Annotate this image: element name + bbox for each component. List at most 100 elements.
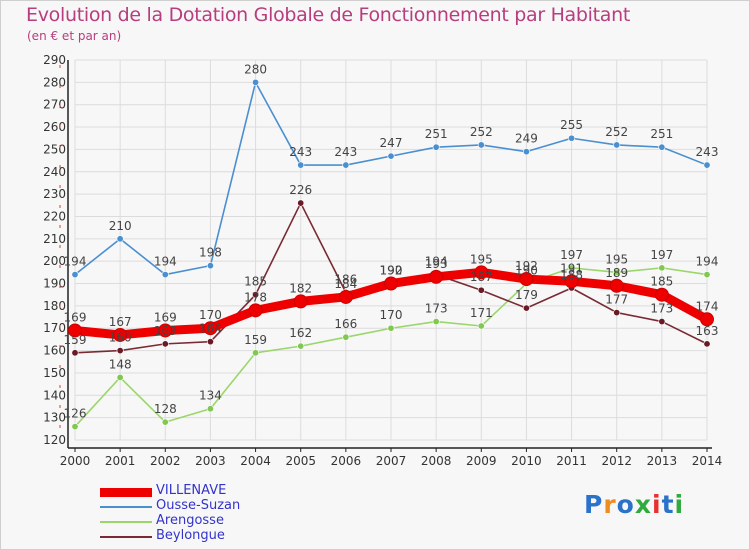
data-label-arengosse: 197 [560,248,583,262]
data-point-ousse-suzan [71,271,79,279]
data-label-beylongue: 163 [696,324,719,338]
data-point-villenave [68,323,82,338]
data-point-beylongue [522,304,530,312]
data-label-ousse-suzan: 210 [109,219,132,233]
y-tick-label: 270 [43,98,66,112]
data-point-ousse-suzan [432,143,440,151]
data-label-villenave: 185 [650,275,673,289]
y-tick-label: 130 [43,411,66,425]
data-label-beylongue: 186 [334,272,357,286]
data-label-beylongue: 164 [199,322,222,336]
data-label-villenave: 192 [515,259,538,273]
x-tick-label: 2013 [647,454,678,468]
data-point-arengosse [161,418,169,426]
data-label-villenave: 184 [334,277,357,291]
data-label-arengosse: 173 [425,302,448,316]
data-label-arengosse: 171 [470,306,493,320]
data-label-beylongue: 173 [650,302,673,316]
data-point-villenave [338,289,353,304]
data-point-ousse-suzan [568,134,576,142]
y-tick-label: 170 [43,321,66,335]
y-tick-label: 250 [43,142,66,156]
data-label-arengosse: 148 [109,357,132,371]
data-point-beylongue [116,347,124,355]
data-label-ousse-suzan: 243 [696,145,719,159]
data-point-ousse-suzan [297,161,305,169]
data-point-ousse-suzan [387,152,395,160]
data-label-arengosse: 166 [334,317,357,331]
data-label-arengosse: 197 [650,248,673,262]
data-label-ousse-suzan: 194 [64,255,87,269]
data-label-beylongue: 185 [244,275,267,289]
data-point-arengosse [477,322,485,330]
data-label-ousse-suzan: 243 [334,145,357,159]
data-point-ousse-suzan [522,148,530,156]
y-tick-label: 220 [43,209,66,223]
data-point-ousse-suzan [206,262,214,270]
y-tick-label: 200 [43,254,66,268]
data-point-beylongue [252,291,260,299]
data-point-arengosse [252,349,260,357]
logo-letter: P [584,490,604,519]
legend-swatch [100,506,152,508]
proxiti-logo: Proxiti [584,490,684,519]
data-point-arengosse [658,264,666,272]
data-label-beylongue: 194 [425,255,448,269]
data-label-arengosse: 194 [696,255,719,269]
data-label-beylongue: 177 [605,293,628,307]
legend-label: Beylongue [156,528,225,543]
y-tick-label: 180 [43,299,66,313]
data-label-beylongue: 163 [154,324,177,338]
data-label-villenave: 178 [244,290,267,304]
data-point-arengosse [387,324,395,332]
data-label-villenave: 169 [64,310,87,324]
x-tick-label: 2004 [240,454,271,468]
data-point-beylongue [297,199,305,207]
data-point-arengosse [568,264,576,272]
y-tick-label: 230 [43,187,66,201]
data-label-arengosse: 128 [154,402,177,416]
data-label-ousse-suzan: 198 [199,246,222,260]
y-tick-label: 290 [43,53,66,67]
data-point-villenave [519,272,534,287]
data-point-ousse-suzan [613,141,621,149]
y-tick-label: 120 [43,433,66,447]
data-point-villenave [384,276,398,291]
legend-swatch [100,487,152,497]
logo-letter: o [616,490,635,519]
data-label-ousse-suzan: 249 [515,132,538,146]
data-point-villenave [293,294,308,309]
data-label-villenave: 191 [560,261,583,275]
data-label-arengosse: 195 [605,252,628,266]
data-point-beylongue [71,349,79,357]
data-label-arengosse: 159 [244,333,267,347]
data-label-arengosse: 134 [199,389,222,403]
data-point-arengosse [116,373,124,381]
data-point-ousse-suzan [116,235,124,243]
data-point-beylongue [161,340,169,348]
data-label-villenave: 189 [605,266,628,280]
legend-label: VILLENAVE [156,483,227,498]
data-label-villenave: 193 [425,257,448,271]
y-tick-label: 210 [43,232,66,246]
chart-subtitle: (en € et par an) [27,29,122,43]
x-tick-label: 2010 [511,454,542,468]
data-point-beylongue [703,340,711,348]
y-tick-label: 190 [43,277,66,291]
data-point-arengosse [613,268,621,276]
data-point-beylongue [206,338,214,346]
y-tick-label: 260 [43,120,66,134]
data-point-villenave [113,327,128,342]
data-label-ousse-suzan: 255 [560,118,583,132]
data-point-villenave [203,321,218,336]
data-label-beylongue: 160 [109,331,132,345]
data-label-ousse-suzan: 280 [244,62,267,76]
legend-label: Arengosse [156,513,224,528]
x-tick-label: 2001 [105,454,136,468]
data-point-villenave [248,303,263,318]
x-tick-label: 2009 [466,454,497,468]
data-point-arengosse [342,333,350,341]
data-point-villenave [564,274,579,289]
x-tick-label: 2008 [421,454,452,468]
